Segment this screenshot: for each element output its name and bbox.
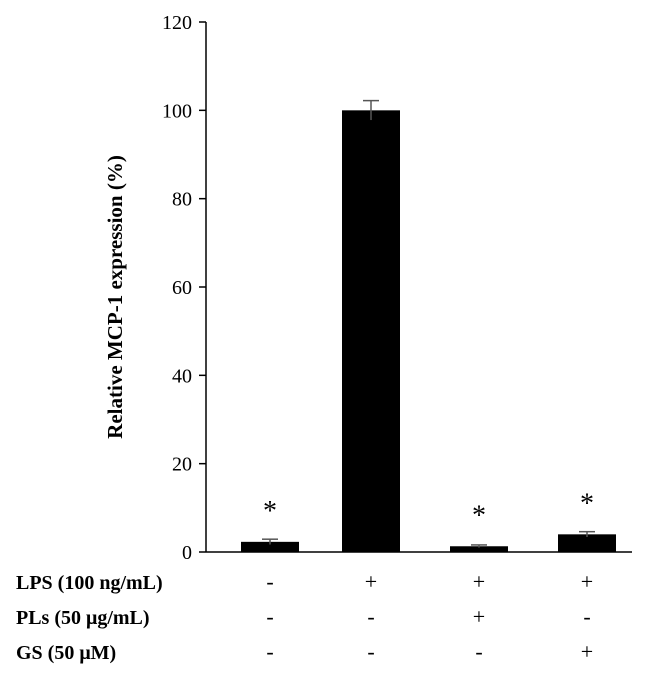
condition-sign: + (365, 569, 377, 594)
y-tick-label: 40 (172, 365, 192, 387)
condition-sign: + (581, 569, 593, 594)
y-tick-label: 0 (182, 542, 192, 564)
y-tick-label: 100 (162, 100, 192, 122)
condition-sign: + (473, 569, 485, 594)
condition-sign: + (581, 639, 593, 664)
significance-star: * (580, 488, 594, 519)
y-tick-label: 80 (172, 189, 192, 211)
bar (342, 110, 400, 552)
y-axis: 0 20 40 60 80 100 120 (162, 12, 632, 564)
condition-sign: - (475, 639, 482, 664)
condition-sign: - (367, 604, 374, 629)
significance-star: * (472, 500, 486, 531)
condition-label: PLs (50 μg/mL) (16, 607, 150, 629)
condition-sign: - (583, 604, 590, 629)
condition-label: LPS (100 ng/mL) (16, 572, 163, 594)
condition-table: LPS (100 ng/mL) - + + + PLs (50 μg/mL) - - + - GS … (16, 569, 593, 664)
condition-sign: - (367, 639, 374, 664)
bars: * * * (241, 99, 616, 552)
condition-sign: - (266, 639, 273, 664)
y-tick-label: 120 (162, 12, 192, 34)
bar (450, 546, 508, 552)
y-tick-label: 20 (172, 454, 192, 476)
condition-label: GS (50 μM) (16, 642, 116, 664)
y-axis-label: Relative MCP-1 expression (%) (103, 155, 127, 439)
y-tick-label: 60 (172, 277, 192, 299)
bar (558, 534, 616, 552)
bar (241, 541, 299, 552)
condition-sign: - (266, 604, 273, 629)
significance-star: * (263, 496, 277, 527)
condition-sign: - (266, 569, 273, 594)
condition-sign: + (473, 604, 485, 629)
